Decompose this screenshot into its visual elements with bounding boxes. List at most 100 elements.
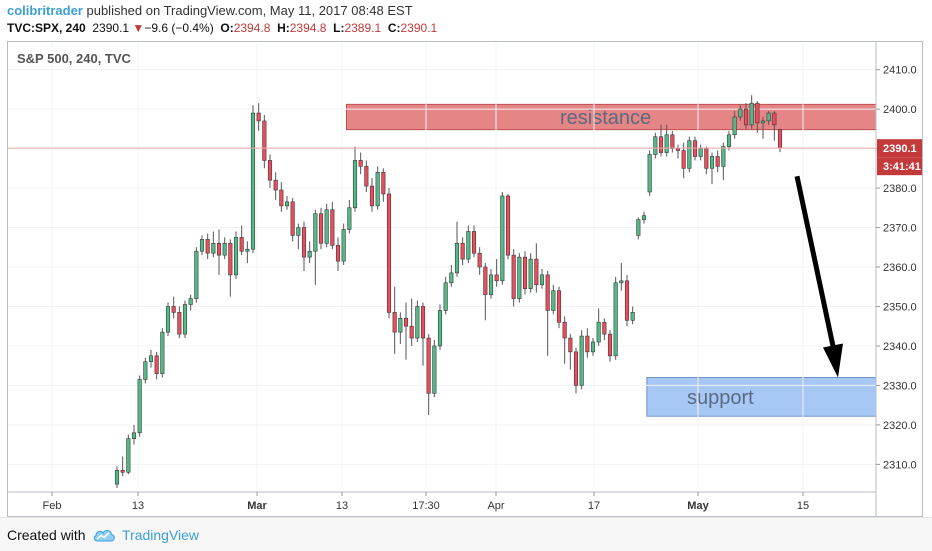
author-link[interactable]: colibritrader	[7, 3, 83, 18]
candle	[709, 152, 715, 185]
candle	[347, 199, 352, 234]
high-label: H:	[277, 21, 290, 35]
candle-body-down	[120, 469, 125, 473]
candle-body-up	[245, 248, 250, 252]
candle-body-down	[228, 243, 233, 276]
candle-body-up	[233, 237, 239, 276]
candle	[466, 225, 471, 264]
candle	[165, 302, 171, 337]
tradingview-brand[interactable]: TradingView	[122, 527, 200, 543]
candle	[199, 235, 205, 256]
candle-body-down	[216, 243, 222, 256]
candlestick-chart[interactable]: resistance support 2310.0 2320.0 2330.0 2340…	[8, 42, 922, 516]
candle-body-up	[143, 361, 148, 380]
candle	[335, 237, 341, 271]
candle-body-down	[743, 108, 749, 126]
candle-body-up	[222, 243, 227, 256]
candle	[579, 330, 584, 390]
candle	[772, 111, 777, 141]
candle	[630, 306, 635, 325]
symbol-label: TVC:SPX, 240	[7, 21, 86, 35]
candle	[500, 192, 505, 285]
candle-body-up	[148, 355, 154, 363]
candle-body-up	[324, 209, 329, 244]
candle	[126, 434, 131, 475]
y-tick-label: 2340.0	[883, 341, 917, 353]
candle-body-up	[721, 146, 726, 167]
candle	[726, 130, 732, 151]
candle-body-up	[500, 195, 505, 282]
candle	[239, 225, 244, 256]
candle	[301, 221, 307, 271]
candle-body-up	[664, 134, 669, 153]
x-tick-label: 13	[132, 500, 144, 512]
candle-body-up	[726, 134, 732, 147]
candle	[330, 201, 335, 250]
candle-body-down	[267, 160, 273, 181]
candle	[602, 318, 607, 341]
candle	[324, 203, 329, 248]
candle-body-down	[494, 274, 499, 282]
x-tick-label: Apr	[487, 500, 504, 512]
last-price: 2390.1	[92, 21, 130, 35]
candle-body-up	[760, 120, 766, 124]
arrow-head-icon	[823, 343, 843, 378]
candle	[160, 328, 165, 378]
candle-body-up	[732, 116, 737, 136]
candle-body-up	[347, 207, 352, 230]
candle-body-down	[460, 243, 465, 260]
candle-body-down	[301, 227, 307, 258]
x-tick-label: 17:30	[412, 500, 440, 512]
resistance-zone-label: resistance	[560, 107, 651, 129]
candle	[471, 225, 477, 258]
footer: Created with TradingView	[0, 517, 932, 551]
candle	[284, 195, 290, 210]
candle	[392, 286, 397, 354]
candle-body-up	[131, 432, 137, 440]
open-value: 2394.8	[233, 21, 271, 35]
x-tick-label: Mar	[247, 500, 267, 512]
candle-body-up	[160, 331, 165, 374]
candle-body-down	[420, 306, 426, 339]
candle	[171, 296, 176, 319]
candle	[262, 115, 267, 169]
candle	[607, 330, 613, 362]
candle-body-down	[381, 171, 386, 195]
candle-body-down	[607, 333, 613, 357]
candle	[364, 160, 369, 192]
candle	[573, 347, 579, 394]
candle	[228, 239, 233, 297]
candle-body-down	[483, 266, 488, 295]
chart-frame[interactable]: resistance support 2310.0 2320.0 2330.0 2340…	[7, 41, 923, 517]
publish-line: colibritrader published on TradingView.c…	[7, 3, 413, 18]
candle	[426, 334, 431, 416]
candle-body-up	[432, 345, 437, 394]
candle	[143, 357, 148, 384]
candle	[318, 207, 324, 250]
candle-body-up	[766, 112, 771, 122]
candle	[403, 302, 409, 360]
candle	[358, 152, 363, 175]
candle	[250, 105, 256, 254]
candle	[154, 351, 159, 380]
candle-body-down	[358, 160, 363, 167]
candle	[483, 263, 488, 321]
tradingview-cloud-icon	[93, 530, 115, 542]
candle	[273, 172, 278, 200]
candle-body-down	[392, 312, 397, 333]
candle-body-down	[658, 136, 664, 153]
down-arrow-icon: ▼	[132, 21, 145, 35]
candle-body-down	[715, 156, 720, 167]
x-tick-label: 13	[336, 500, 348, 512]
candle	[437, 304, 443, 350]
candle-body-up	[454, 243, 460, 274]
candle-body-down	[471, 231, 477, 254]
candle	[267, 154, 273, 189]
candle	[738, 105, 743, 121]
candle-body-up	[641, 215, 647, 220]
candle-body-down	[511, 254, 516, 299]
candle-body-up	[579, 335, 584, 386]
published-text: published on TradingView.com, May 11, 20…	[86, 3, 413, 18]
candle	[137, 375, 142, 437]
candle	[624, 274, 630, 327]
